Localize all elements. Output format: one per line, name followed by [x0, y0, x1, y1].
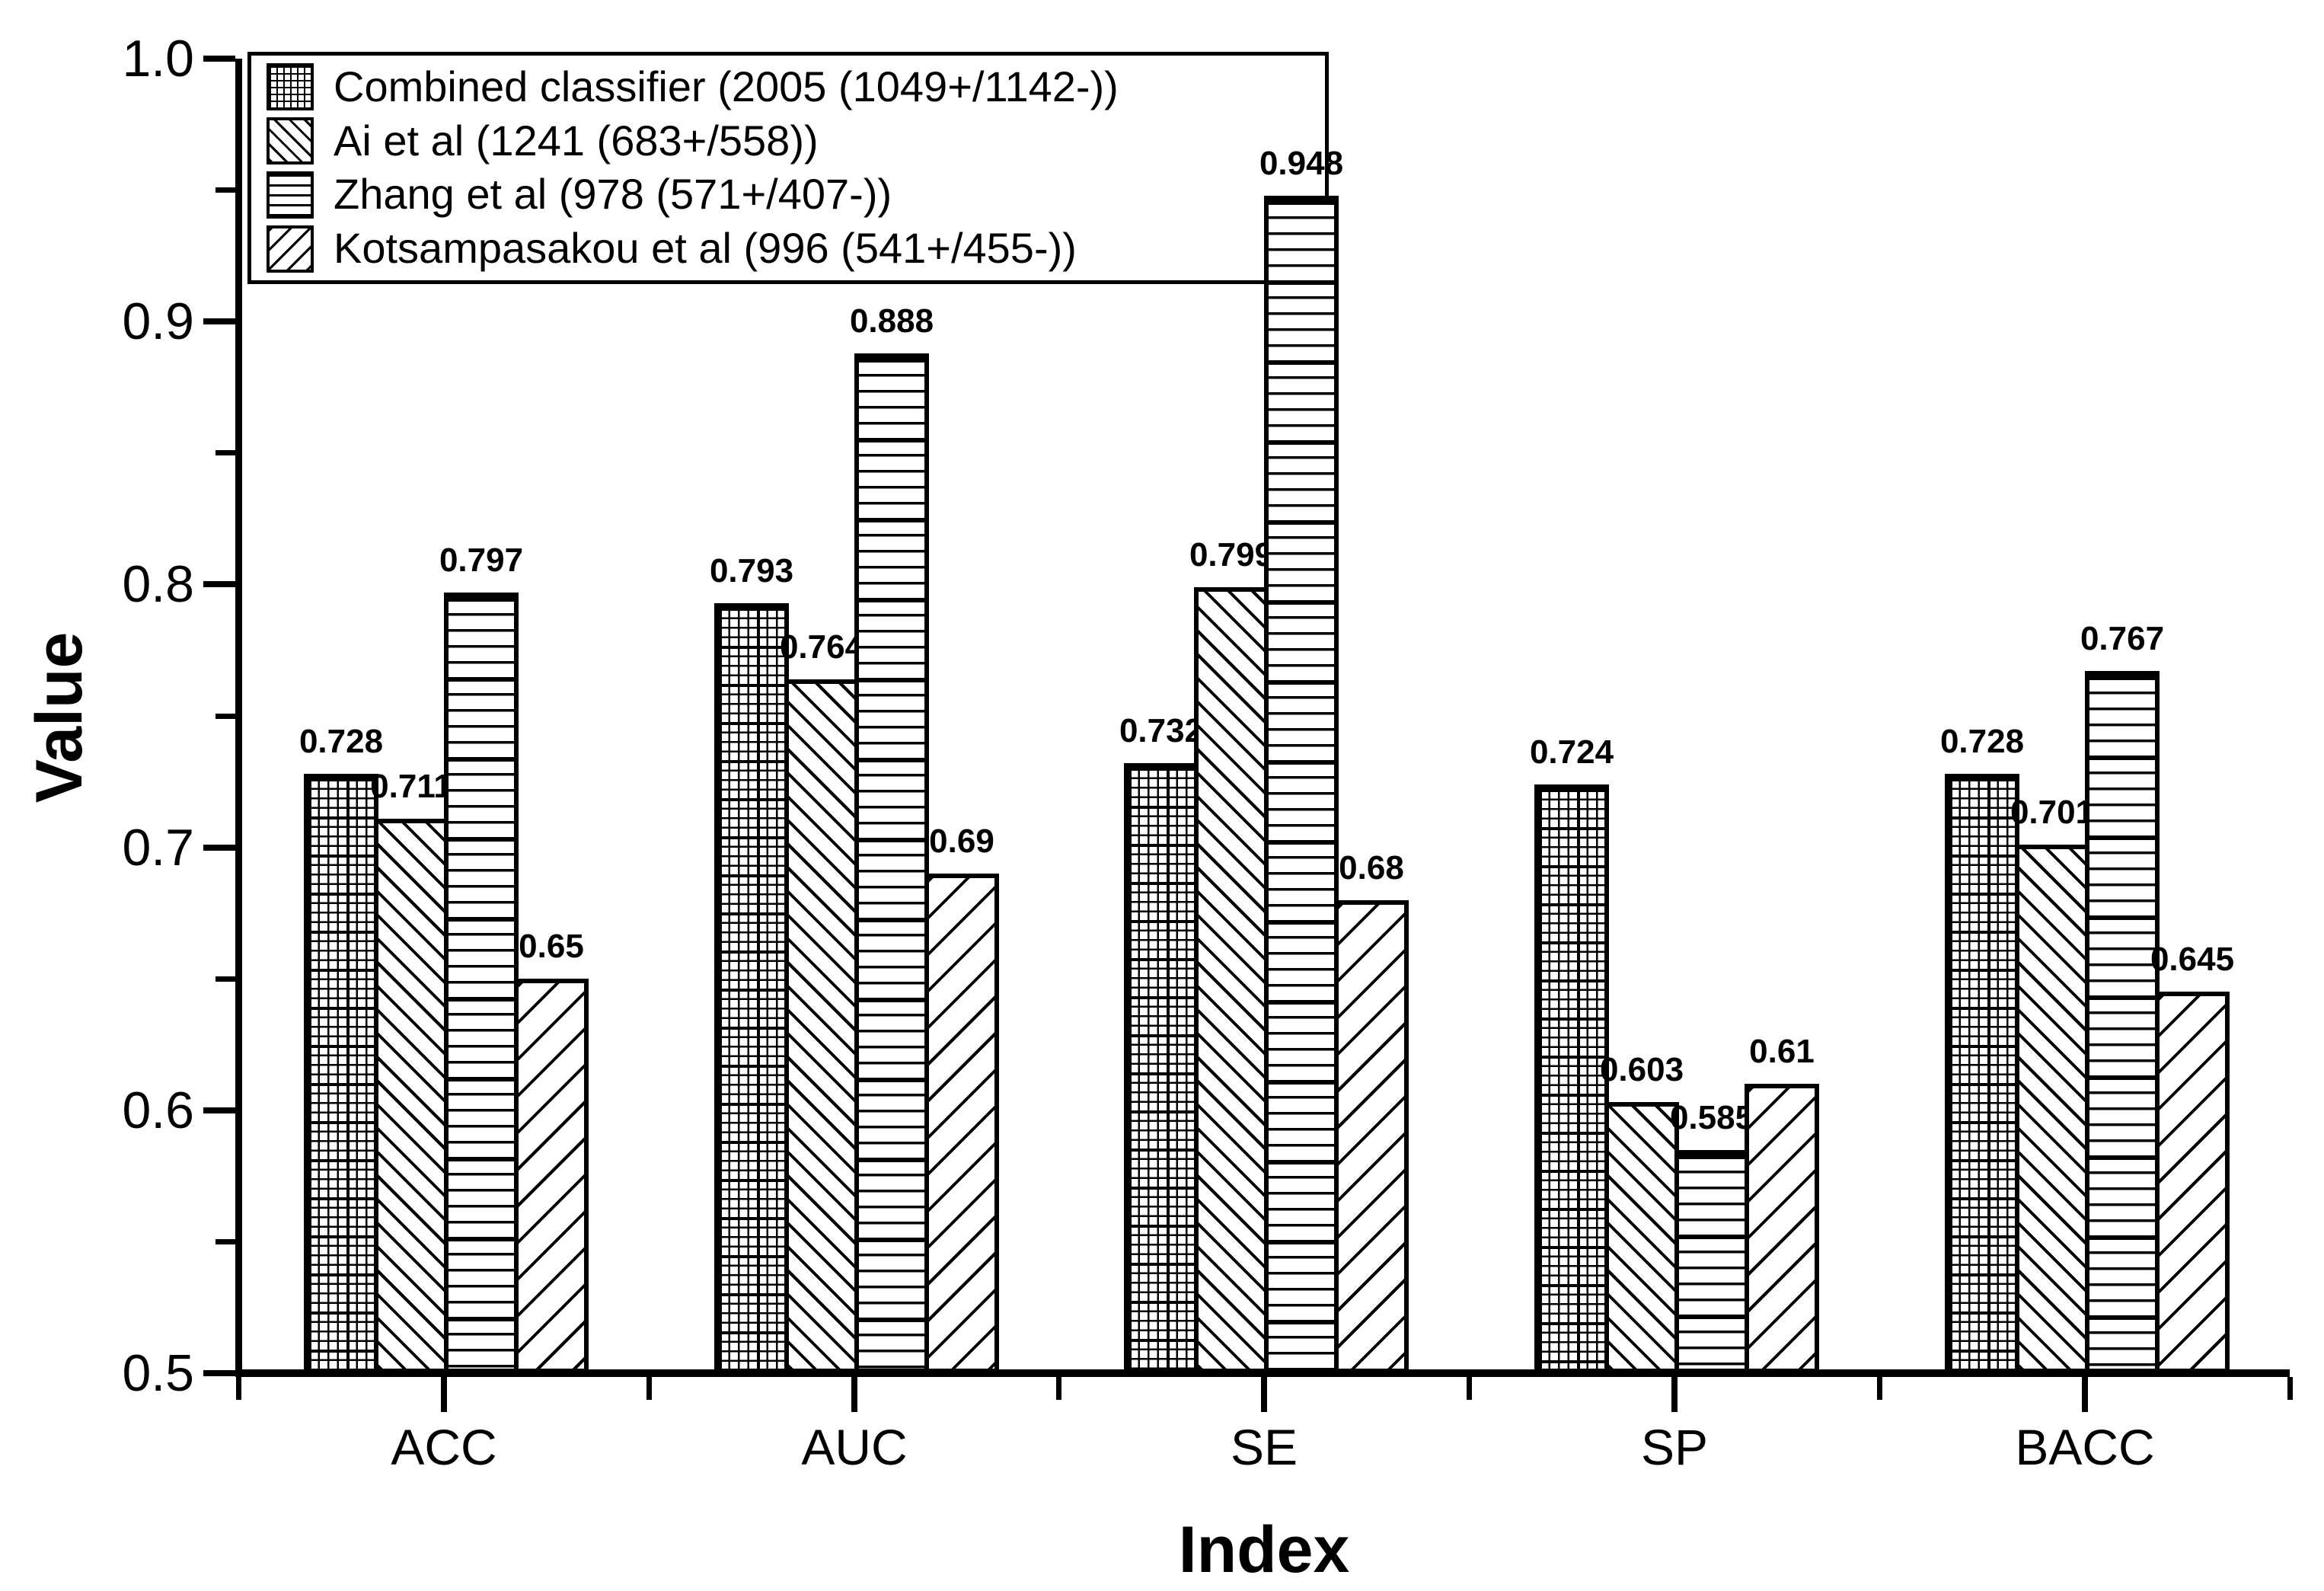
y-tick-label: 0.6	[122, 1081, 194, 1139]
legend-label: Zhang et al (978 (571+/407-))	[334, 170, 892, 219]
bar	[1604, 1102, 1679, 1373]
bar	[1124, 763, 1199, 1373]
category-label: SE	[1230, 1419, 1298, 1475]
x-major-tick	[2082, 1377, 2088, 1412]
bar-value-label: 0.724	[1529, 733, 1614, 771]
bar	[1534, 784, 1609, 1373]
grid-pattern-swatch	[267, 63, 314, 111]
legend-label: Ai et al (1241 (683+/558))	[334, 116, 819, 165]
bar	[784, 679, 859, 1373]
bar-value-label: 0.585	[1669, 1099, 1754, 1136]
x-major-tick	[851, 1377, 857, 1412]
y-major-tick	[203, 581, 235, 587]
bar	[1194, 587, 1269, 1373]
y-minor-tick	[215, 714, 235, 719]
x-major-tick	[441, 1377, 447, 1412]
bar	[854, 353, 929, 1373]
horizontal-lines-pattern-swatch	[267, 171, 314, 219]
category-label: ACC	[391, 1419, 497, 1475]
bar-value-label: 0.711	[370, 768, 452, 805]
bar-value-label: 0.65	[519, 928, 584, 965]
category-label: AUC	[801, 1419, 908, 1475]
category-label: BACC	[2015, 1419, 2155, 1475]
x-minor-tick	[2287, 1377, 2293, 1400]
legend-item: Combined classifier (2005 (1049+/1142-))	[251, 62, 1325, 111]
bar	[2155, 992, 2230, 1373]
bar	[1745, 1084, 1819, 1373]
y-major-tick	[203, 1107, 235, 1113]
y-tick-label: 0.5	[122, 1344, 194, 1402]
bar-value-label: 0.728	[1939, 723, 2025, 760]
y-tick-label: 0.9	[122, 292, 194, 350]
legend-label: Combined classifier (2005 (1049+/1142-))	[334, 62, 1119, 110]
legend-label: Kotsampasakou et al (996 (541+/455-))	[334, 224, 1077, 273]
y-tick-label: 0.7	[122, 819, 194, 877]
bar	[1264, 196, 1339, 1373]
bar-value-label: 0.69	[929, 823, 994, 860]
x-major-tick	[1671, 1377, 1678, 1412]
bar	[1674, 1150, 1749, 1373]
bar	[1945, 774, 2019, 1373]
y-major-tick	[203, 318, 235, 324]
x-minor-tick	[646, 1377, 652, 1400]
legend: Combined classifier (2005 (1049+/1142-))…	[247, 52, 1329, 284]
bar	[514, 979, 589, 1373]
bar-value-label: 0.797	[439, 542, 524, 579]
bar-value-label: 0.701	[2010, 794, 2095, 831]
bar-value-label: 0.793	[709, 552, 794, 589]
y-major-tick	[203, 845, 235, 851]
y-tick-label: 0.8	[122, 555, 194, 613]
y-tick-label: 1.0	[122, 30, 194, 88]
bar	[1334, 900, 1409, 1373]
y-minor-tick	[215, 976, 235, 982]
bar	[2085, 671, 2160, 1373]
y-minor-tick	[215, 187, 235, 193]
bar-value-label: 0.728	[298, 723, 384, 760]
diagonal-backslash-pattern-swatch	[267, 117, 314, 165]
bar-value-label: 0.767	[2080, 620, 2165, 657]
bar-value-label: 0.645	[2150, 941, 2235, 978]
x-minor-tick	[236, 1377, 241, 1400]
bar	[374, 819, 449, 1373]
x-minor-tick	[1877, 1377, 1882, 1400]
bar	[444, 593, 519, 1373]
y-axis-title: Value	[23, 631, 96, 803]
y-minor-tick	[215, 1239, 235, 1244]
bar	[2015, 845, 2089, 1373]
bar-value-label: 0.799	[1189, 536, 1274, 573]
category-label: SP	[1640, 1419, 1709, 1475]
x-minor-tick	[1056, 1377, 1061, 1400]
y-minor-tick	[215, 450, 235, 455]
legend-item: Ai et al (1241 (683+/558))	[251, 117, 1325, 165]
x-major-tick	[1261, 1377, 1267, 1412]
bar-value-label: 0.68	[1339, 849, 1404, 887]
bar-value-label: 0.61	[1749, 1033, 1815, 1070]
bar	[304, 774, 378, 1373]
bar	[714, 603, 789, 1373]
bar-value-label: 0.888	[849, 302, 934, 340]
bar-value-label: 0.732	[1119, 712, 1204, 749]
legend-item: Zhang et al (978 (571+/407-))	[251, 171, 1325, 219]
y-major-tick	[203, 1370, 235, 1376]
x-minor-tick	[1467, 1377, 1472, 1400]
y-axis-line	[235, 59, 242, 1377]
x-axis-title: Index	[1178, 1513, 1350, 1586]
diagonal-slash-pattern-swatch	[267, 225, 314, 273]
x-axis-line	[235, 1369, 2290, 1377]
legend-item: Kotsampasakou et al (996 (541+/455-))	[251, 225, 1325, 273]
bar-value-label: 0.764	[779, 628, 864, 666]
y-major-tick	[203, 56, 235, 62]
bar-value-label: 0.948	[1259, 145, 1344, 182]
bar-value-label: 0.603	[1599, 1051, 1684, 1088]
bar	[924, 874, 999, 1373]
